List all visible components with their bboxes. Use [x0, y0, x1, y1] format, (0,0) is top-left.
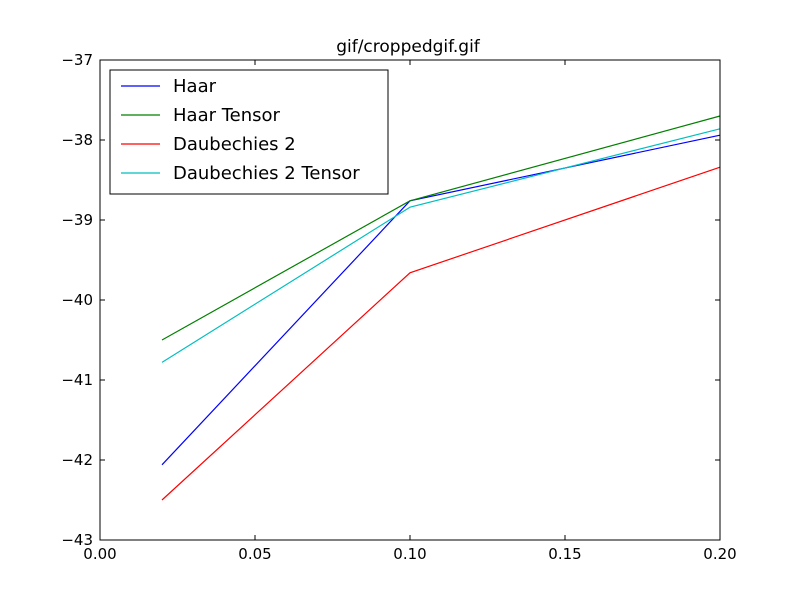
x-tick-label: 0.05	[238, 545, 271, 563]
series-line-4	[161, 128, 721, 363]
legend: Haar Haar Tensor Daubechies 2 Daubechies 2 …	[109, 69, 389, 195]
chart-title: gif/croppedgif.gif	[336, 37, 481, 57]
x-axis: 0.00 0.05 0.10 0.15 0.20	[83, 60, 737, 563]
x-tick-label: 0.00	[83, 545, 116, 563]
series-line-2	[161, 115, 721, 341]
y-tick-label: −40	[61, 291, 93, 309]
legend-label: Haar Tensor	[173, 105, 281, 126]
y-tick-label: −38	[61, 131, 93, 149]
y-axis: −43 −42 −41 −40 −39 −38 −37	[61, 51, 720, 549]
y-tick-label: −41	[61, 371, 93, 389]
x-tick-label: 0.20	[703, 545, 736, 563]
y-tick-label: −39	[61, 211, 93, 229]
legend-label: Daubechies 2 Tensor	[173, 163, 360, 184]
series-line-3	[161, 166, 721, 501]
y-tick-label: −42	[61, 451, 93, 469]
x-tick-label: 0.10	[393, 545, 426, 563]
y-tick-label: −37	[61, 51, 93, 69]
legend-label: Daubechies 2	[173, 134, 296, 155]
series-layer	[161, 115, 721, 501]
x-tick-label: 0.15	[548, 545, 581, 563]
legend-label: Haar	[173, 76, 217, 97]
y-tick-label: −43	[61, 531, 93, 549]
